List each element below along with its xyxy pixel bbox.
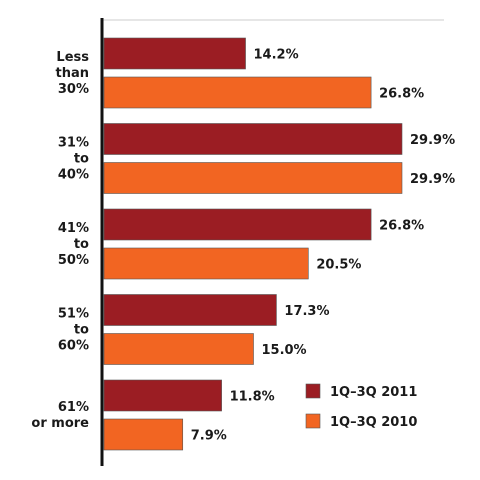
value-label-2010-3: 15.0% (261, 343, 306, 358)
value-label-2011-4: 11.8% (230, 390, 275, 405)
value-label-2011-0: 14.2% (254, 48, 299, 63)
category-label-1-line-1: to (74, 152, 89, 167)
value-label-2010-2: 20.5% (316, 258, 361, 273)
bar-2011-2 (103, 208, 372, 241)
category-label-3-line-2: 60% (58, 339, 89, 354)
value-label-2011-2: 26.8% (379, 219, 424, 234)
category-label-0-line-0: Less (56, 50, 89, 65)
category-label-0-line-1: than (56, 66, 90, 81)
category-label-1-line-0: 31% (58, 136, 89, 151)
bars-group (103, 37, 403, 451)
value-label-2010-4: 7.9% (191, 429, 227, 444)
category-label-0-line-2: 30% (58, 82, 89, 97)
category-label-3-line-1: to (74, 323, 89, 338)
legend-swatch-2010 (305, 413, 321, 429)
bar-2010-2 (103, 247, 309, 280)
legend: 1Q–3Q 2011 1Q–3Q 2010 (305, 383, 417, 430)
legend-swatch-2011 (305, 383, 321, 399)
category-label-3-line-0: 51% (58, 307, 89, 322)
bar-2011-0 (103, 37, 246, 70)
category-label-4-line-1: or more (31, 416, 89, 431)
category-label-4-line-0: 61% (58, 400, 89, 415)
legend-label-2011: 1Q–3Q 2011 (330, 385, 417, 400)
value-label-2011-1: 29.9% (410, 133, 455, 148)
bar-2011-4 (103, 379, 222, 412)
value-label-2010-1: 29.9% (410, 172, 455, 187)
bar-2011-3 (103, 294, 277, 326)
bar-2010-0 (103, 76, 372, 109)
legend-label-2010: 1Q–3Q 2010 (330, 415, 417, 430)
bar-2010-3 (103, 333, 254, 365)
bar-2010-4 (103, 418, 184, 451)
bar-2010-1 (103, 162, 403, 194)
category-label-2-line-0: 41% (58, 221, 89, 236)
category-label-2-line-1: to (74, 237, 89, 252)
bar-2011-1 (103, 123, 403, 155)
category-label-2-line-2: 50% (58, 253, 89, 268)
value-label-2010-0: 26.8% (379, 87, 424, 102)
value-label-2011-3: 17.3% (284, 304, 329, 319)
labels-group: 14.2%26.8%Lessthan30%29.9%29.9%31%to40%2… (31, 48, 455, 444)
category-label-1-line-2: 40% (58, 168, 89, 183)
